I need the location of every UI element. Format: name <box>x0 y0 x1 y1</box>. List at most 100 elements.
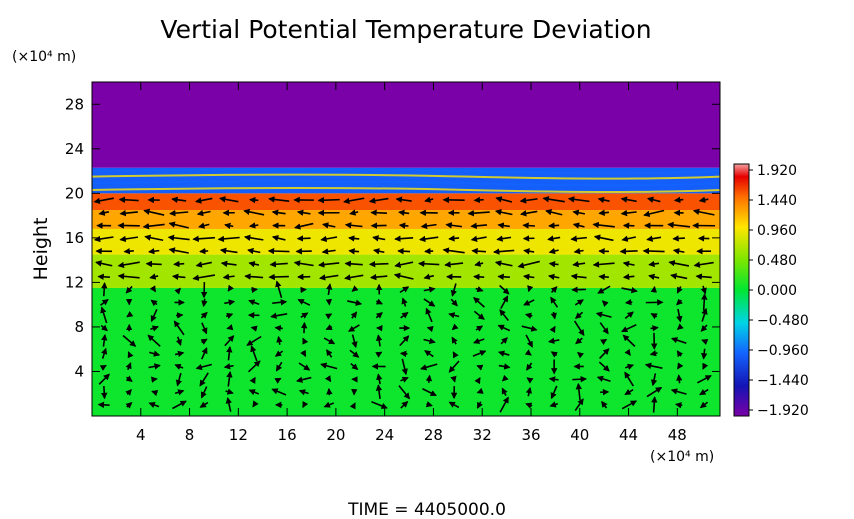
wind-vector <box>95 260 113 267</box>
wind-vector <box>226 370 233 387</box>
wind-vector <box>444 261 464 268</box>
wind-vector <box>648 260 660 268</box>
wind-vector <box>550 311 557 320</box>
y-tick-label: 8 <box>74 318 84 336</box>
wind-vector <box>701 339 709 346</box>
wind-vector <box>572 209 586 216</box>
wind-vector <box>523 248 535 255</box>
vector-field <box>93 196 716 413</box>
wind-vector <box>644 362 663 369</box>
wind-vector <box>271 388 287 396</box>
wind-vector <box>370 209 387 216</box>
wind-vector <box>475 325 484 332</box>
wind-vector <box>98 373 110 385</box>
wind-vector <box>297 298 311 306</box>
wind-vector <box>470 235 487 242</box>
wind-vector <box>351 285 359 292</box>
wind-vector <box>620 196 637 203</box>
wind-vector <box>699 388 709 396</box>
wind-vector <box>624 388 634 396</box>
wind-vector <box>248 389 260 396</box>
wind-vector <box>448 401 460 409</box>
wind-vector <box>624 311 634 319</box>
wind-vector <box>250 345 258 362</box>
wind-vector <box>597 285 611 294</box>
wind-vector <box>425 307 433 323</box>
wind-vector <box>198 222 210 229</box>
wind-vector <box>268 196 290 203</box>
wind-vector <box>400 311 409 319</box>
wind-vector <box>248 222 259 229</box>
wind-vector <box>521 325 538 332</box>
chart-title: Vertial Potential Temperature Deviation <box>160 15 651 44</box>
wind-vector <box>621 286 638 294</box>
colorbar-tick-label: 0.000 <box>757 283 797 299</box>
wind-vector <box>344 222 363 229</box>
wind-vector <box>622 334 636 347</box>
wind-vector <box>375 384 383 399</box>
wind-vector <box>419 235 439 243</box>
wind-vector <box>149 273 159 280</box>
wind-vector <box>371 401 388 409</box>
wind-vector <box>470 222 488 230</box>
wind-vector <box>397 248 411 255</box>
x-tick-label: 4 <box>136 426 146 444</box>
wind-vector <box>302 400 309 409</box>
wind-vector <box>493 248 515 255</box>
wind-vector <box>127 351 134 359</box>
colorbar-tick-label: −0.480 <box>757 313 809 329</box>
wind-vector <box>592 221 615 229</box>
wind-vector <box>473 310 485 320</box>
wind-vector <box>125 402 133 409</box>
y-axis: 4 8 12 16 20 24 28 <box>65 95 720 380</box>
wind-vector <box>499 396 509 413</box>
wind-vector <box>101 282 108 297</box>
x-tick-label: 40 <box>570 426 589 444</box>
wind-vector <box>369 273 388 281</box>
wind-vector <box>99 298 109 306</box>
wind-vector <box>174 389 185 396</box>
wind-vector <box>348 235 360 242</box>
wind-vector <box>575 337 583 345</box>
wind-vector <box>199 372 209 387</box>
wind-vector <box>249 196 259 204</box>
wind-vector <box>670 388 687 395</box>
wind-vector <box>425 401 433 408</box>
y-tick-label: 16 <box>65 229 84 247</box>
wind-vector <box>494 260 513 267</box>
wind-vector <box>125 375 133 382</box>
wind-vector <box>269 261 288 268</box>
wind-vector <box>322 222 336 229</box>
wind-vector <box>699 401 709 409</box>
plot-frame <box>91 81 721 417</box>
wind-vector <box>497 350 510 357</box>
wind-vector <box>349 209 359 216</box>
wind-vector <box>195 197 213 204</box>
wind-vector <box>368 260 389 268</box>
wind-vector <box>500 295 509 310</box>
wind-vector <box>450 283 457 297</box>
wind-vector <box>422 388 437 397</box>
y-axis-title: Height <box>30 218 52 281</box>
wind-vector <box>598 348 610 359</box>
wind-vector <box>423 337 436 345</box>
wind-vector <box>167 234 190 242</box>
wind-vector <box>574 311 584 319</box>
wind-vector <box>501 387 508 397</box>
wind-vector <box>450 375 457 383</box>
wind-vector <box>445 222 463 229</box>
x-tick-label: 44 <box>619 426 638 444</box>
x-tick-label: 36 <box>521 426 540 444</box>
time-footer: TIME = 4405000.0 <box>347 500 506 519</box>
wind-vector <box>475 286 484 293</box>
wind-vector <box>375 334 383 347</box>
y-tick-label: 4 <box>74 362 84 380</box>
wind-vector <box>296 209 311 216</box>
wind-vector <box>650 373 658 387</box>
wind-vector <box>526 377 534 384</box>
wind-vector <box>548 376 559 383</box>
wind-vector <box>424 350 434 358</box>
wind-vector <box>598 273 609 281</box>
transition-band-3 <box>91 168 721 175</box>
colorbar-ticks: 1.920 1.440 0.960 0.480 0.000 −0.480 −0.960 −1.… <box>749 163 809 419</box>
